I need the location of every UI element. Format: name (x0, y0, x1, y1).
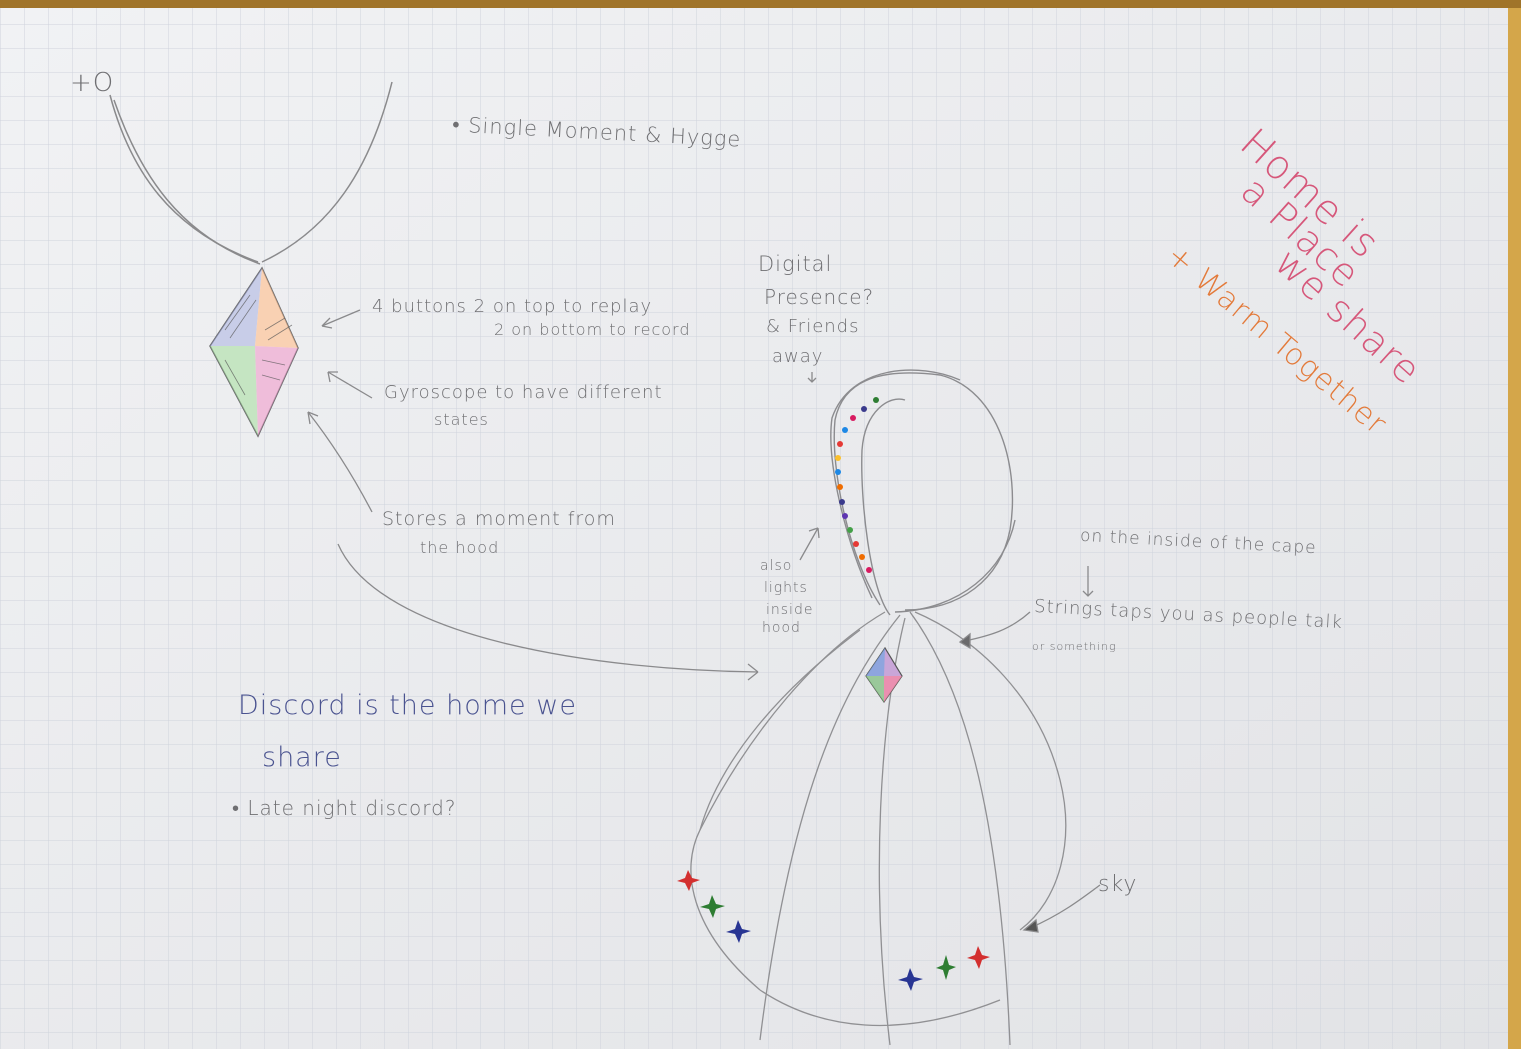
buttons-note-line1: 4 buttons 2 on top to replay (372, 296, 653, 317)
lights-note-1: also (760, 558, 793, 574)
digital-presence-1: Digital (758, 252, 833, 276)
gyroscope-note-line1: Gyroscope to have different (384, 382, 663, 403)
discord-note-line1: Discord is the home we (238, 690, 577, 721)
annotation-arrows (307, 309, 759, 681)
small-cape-gem (865, 646, 903, 704)
lights-note-4: hood (762, 620, 801, 636)
hood-lights (835, 397, 879, 573)
strings-note-line2: or something (1032, 640, 1117, 653)
digital-presence-2: Presence? (764, 285, 875, 309)
gyroscope-note-line2: states (434, 410, 489, 429)
desk-edge (0, 0, 1521, 10)
digital-presence-4: away (772, 346, 824, 367)
discord-note-line2: share (262, 742, 342, 773)
sky-note: sky (1098, 872, 1138, 897)
top-left-mark: +O (70, 68, 115, 98)
lights-note-2: lights (764, 580, 808, 596)
pendant-gem (209, 266, 299, 438)
buttons-note-line2: 2 on bottom to record (494, 320, 691, 339)
necklace-cord (109, 81, 393, 265)
stores-note-line1: Stores a moment from (382, 508, 616, 530)
star-decorations (677, 870, 990, 991)
hood-arrows (799, 372, 1101, 933)
stores-note-line2: the hood (420, 538, 500, 557)
paper-right-edge (1508, 8, 1521, 1049)
lights-note-3: inside (766, 602, 814, 618)
late-night-note: • Late night discord? (232, 796, 457, 820)
digital-presence-3: & Friends (766, 316, 860, 337)
